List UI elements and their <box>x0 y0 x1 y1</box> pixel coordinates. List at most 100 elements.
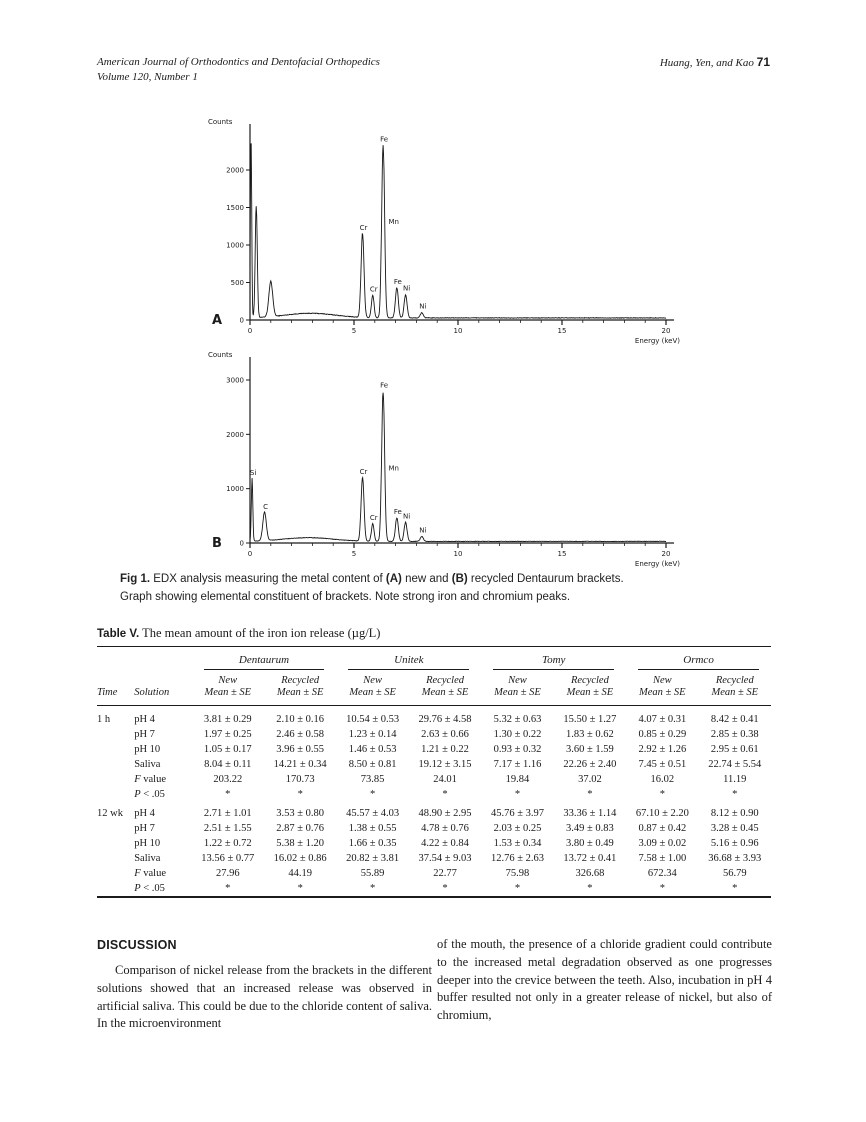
table-row: Saliva 8.04 ± 0.11 14.21 ± 0.34 8.50 ± 0.81… <box>97 757 771 772</box>
solution-cell: pH 7 <box>134 729 155 740</box>
solution-cell: Saliva <box>134 853 161 864</box>
solution-cell: pH 10 <box>134 838 161 849</box>
value-cell: 2.85 ± 0.38 <box>710 729 759 740</box>
time-cell <box>97 851 134 866</box>
x-tick-label: 5 <box>352 550 356 558</box>
value-cell: 67.10 ± 2.20 <box>635 808 689 819</box>
value-cell: 45.57 ± 4.03 <box>346 808 400 819</box>
value-cell: 203.22 <box>213 774 243 785</box>
annotation-label: Mn <box>389 465 399 473</box>
value-cell: 2.10 ± 0.16 <box>276 714 325 725</box>
value-cell: * <box>297 883 303 894</box>
y-tick-label: 2000 <box>226 167 244 175</box>
value-cell: * <box>225 883 231 894</box>
table-row: pH 10 1.22 ± 0.72 5.38 ± 1.20 1.66 ± 0.35 4.… <box>97 836 771 851</box>
value-cell: * <box>369 883 376 894</box>
journal-title: American Journal of Orthodontics and Den… <box>97 56 380 68</box>
value-cell: 4.22 ± 0.84 <box>421 838 469 849</box>
discussion-column-left: Comparison of nickel release from the br… <box>97 963 432 1031</box>
column-group-label: Ormco <box>638 654 759 670</box>
value-cell: 4.78 ± 0.76 <box>421 823 469 834</box>
value-cell: 10.54 ± 0.53 <box>346 714 400 725</box>
peak-label: Fe <box>394 508 402 516</box>
value-cell: 15.50 ± 1.27 <box>563 714 617 725</box>
iron-release-table: Dentaurum Unitek Tomy Ormco Time Solution New M… <box>97 646 771 898</box>
table-label: Table V. <box>97 628 140 640</box>
value-cell: 5.32 ± 0.63 <box>493 714 542 725</box>
column-group-label: Dentaurum <box>203 654 325 670</box>
time-cell: 12 wk <box>97 808 123 819</box>
value-cell: 2.95 ± 0.61 <box>710 744 759 755</box>
value-cell: 13.72 ± 0.41 <box>563 853 617 864</box>
table-row: Saliva 13.56 ± 0.77 16.02 ± 0.86 20.82 ± 3.… <box>97 851 771 866</box>
value-cell: 22.26 ± 2.40 <box>563 759 617 770</box>
table-row: pH 7 2.51 ± 1.55 2.87 ± 0.76 1.38 ± 0.55 4.7… <box>97 821 771 836</box>
value-cell: 7.45 ± 0.51 <box>638 759 687 770</box>
y-tick-label: 1500 <box>226 204 244 212</box>
table-row: P < .05 * * * * * * * * <box>97 881 771 897</box>
value-cell: 2.63 ± 0.66 <box>421 729 469 740</box>
y-axis-label: Counts <box>208 351 233 359</box>
value-cell: 37.54 ± 9.03 <box>418 853 472 864</box>
column-header: Recycled Mean ± SE <box>421 675 469 698</box>
value-cell: * <box>732 789 738 800</box>
value-cell: 16.02 ± 0.86 <box>273 853 327 864</box>
x-tick-label: 10 <box>454 327 463 335</box>
peak-label: Ni <box>419 526 426 534</box>
value-cell: 1.05 ± 0.17 <box>203 744 252 755</box>
panel-label: A <box>212 313 222 328</box>
value-cell: 2.46 ± 0.58 <box>276 729 325 740</box>
value-cell: * <box>442 883 448 894</box>
value-cell: 1.46 ± 0.53 <box>348 744 397 755</box>
value-cell: 8.50 ± 0.81 <box>348 759 397 770</box>
peak-label: Fe <box>380 135 388 143</box>
value-cell: 326.68 <box>575 868 605 879</box>
column-header: Recycled Mean ± SE <box>276 675 324 698</box>
table-title-text: The mean amount of the iron ion release … <box>142 626 381 640</box>
x-tick-label: 0 <box>248 327 252 335</box>
peak-label: Cr <box>370 285 378 293</box>
edx-chart-b: 0 1000 2000 3000 0 5 10 15 20 Counts Energy (keV) S… <box>208 351 680 568</box>
solution-cell: F value <box>134 774 167 785</box>
y-tick-label: 0 <box>240 317 244 325</box>
value-cell: 3.28 ± 0.45 <box>710 823 759 834</box>
value-cell: 3.81 ± 0.29 <box>203 714 252 725</box>
value-cell: 16.02 <box>650 774 675 785</box>
value-cell: 1.23 ± 0.14 <box>348 729 397 740</box>
value-cell: 56.79 <box>722 868 747 879</box>
value-cell: 36.68 ± 3.93 <box>708 853 762 864</box>
value-cell: * <box>514 789 521 800</box>
value-cell: 3.60 ± 1.59 <box>566 744 614 755</box>
y-axis-label: Counts <box>208 118 233 126</box>
column-header: Solution <box>134 687 170 698</box>
y-tick-label: 500 <box>231 279 244 287</box>
value-cell: * <box>732 883 738 894</box>
value-cell: 1.53 ± 0.34 <box>493 838 542 849</box>
peak-label: Ni <box>403 285 410 293</box>
table-row: 12 wk pH 4 2.71 ± 1.01 3.53 ± 0.80 45.57 ± 4… <box>97 802 771 821</box>
table-row: F value 27.96 44.19 55.89 22.77 75.98 326.68 67… <box>97 866 771 881</box>
table-title: Table V. The mean amount of the iron ion… <box>97 626 771 641</box>
annotation-label: Mn <box>389 218 399 226</box>
value-cell: 1.38 ± 0.55 <box>348 823 397 834</box>
value-cell: * <box>514 883 521 894</box>
table-header: Dentaurum Unitek Tomy Ormco Time Solution New M… <box>97 647 771 706</box>
y-tick-label: 1000 <box>226 485 244 493</box>
value-cell: 55.89 <box>360 868 385 879</box>
y-tick-label: 1000 <box>226 242 244 250</box>
value-cell: 19.12 ± 3.15 <box>418 759 472 770</box>
solution-cell: F value <box>134 868 167 879</box>
x-tick-label: 5 <box>352 327 356 335</box>
value-cell: 22.74 ± 5.54 <box>708 759 762 770</box>
table-row: 1 h pH 4 3.81 ± 0.29 2.10 ± 0.16 10.54 ± 0.5… <box>97 706 771 728</box>
time-cell <box>97 881 134 897</box>
peak-label: Ni <box>403 512 410 520</box>
peak-label: Ni <box>419 303 426 311</box>
time-cell <box>97 742 134 757</box>
value-cell: 1.30 ± 0.22 <box>493 729 542 740</box>
column-header: New Mean ± SE <box>349 675 396 698</box>
time-cell <box>97 821 134 836</box>
solution-cell: Saliva <box>134 759 161 770</box>
value-cell: 3.80 ± 0.49 <box>566 838 614 849</box>
value-cell: 2.03 ± 0.25 <box>493 823 542 834</box>
